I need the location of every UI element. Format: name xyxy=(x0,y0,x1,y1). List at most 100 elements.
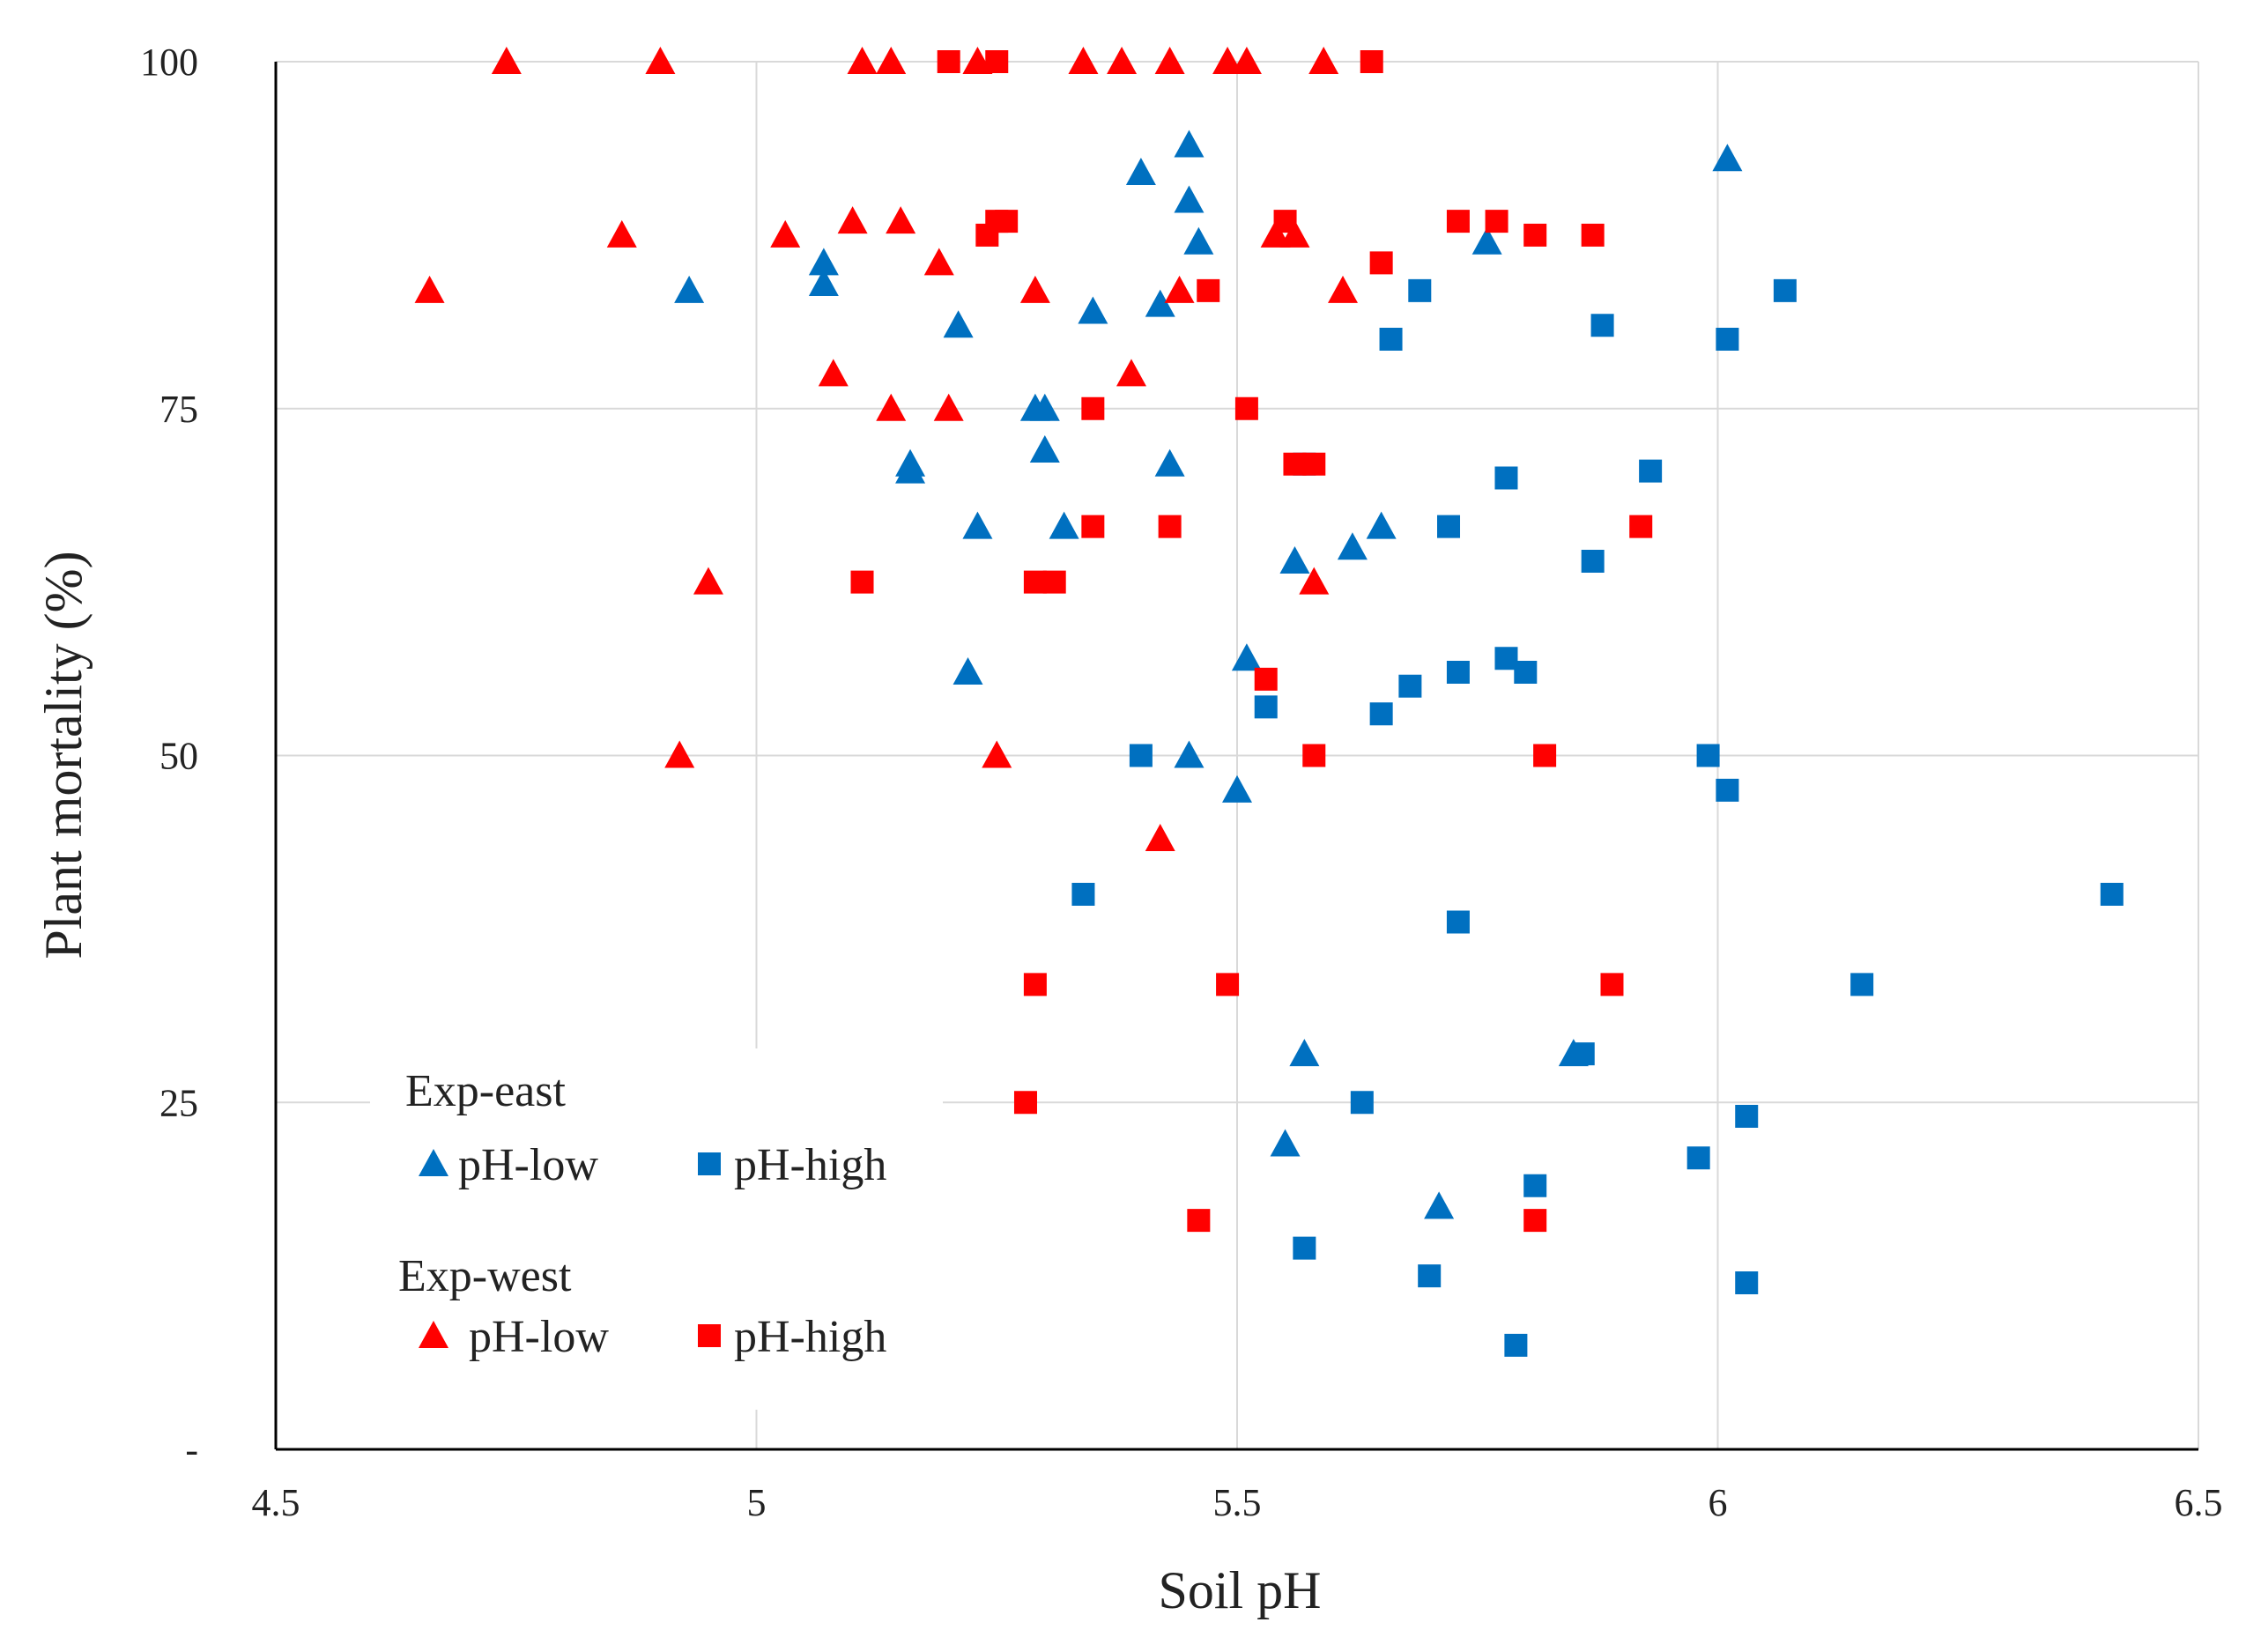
data-point xyxy=(1471,226,1502,255)
data-point xyxy=(1735,1105,1759,1128)
data-point xyxy=(985,50,1009,73)
legend-group-exp-west: Exp-west pH-low pH-high xyxy=(398,1251,886,1362)
data-point xyxy=(1379,328,1403,351)
x-tick-label: 5.5 xyxy=(1213,1481,1262,1524)
data-point xyxy=(1424,1191,1455,1219)
data-point xyxy=(1081,396,1105,420)
data-point xyxy=(995,210,1019,233)
data-point xyxy=(1125,158,1156,185)
data-point xyxy=(962,47,993,74)
legend-background xyxy=(370,1048,943,1410)
data-point xyxy=(1116,359,1146,387)
data-point xyxy=(1164,275,1195,303)
data-point xyxy=(1696,744,1720,767)
legend-entry-label: pH-high xyxy=(734,1312,886,1362)
data-point xyxy=(1273,210,1297,233)
data-point xyxy=(491,47,522,74)
data-point xyxy=(876,47,907,74)
series-exp-east-ph-high xyxy=(1071,278,2124,1357)
data-point xyxy=(850,570,874,594)
data-point xyxy=(1254,695,1278,719)
data-point xyxy=(1350,1091,1374,1115)
data-point xyxy=(1071,883,1095,906)
data-point xyxy=(895,456,926,484)
data-point xyxy=(1360,50,1383,73)
data-point xyxy=(1183,226,1214,255)
data-point xyxy=(818,359,849,387)
data-point xyxy=(1107,47,1138,74)
legend-marker xyxy=(419,1149,448,1176)
data-point xyxy=(1174,740,1205,768)
data-point xyxy=(1129,744,1153,767)
data-point xyxy=(1735,1271,1759,1294)
data-point xyxy=(1523,1209,1547,1233)
legend-group-exp-east: Exp-east pH-low pH-high xyxy=(405,1066,886,1190)
data-point xyxy=(664,740,695,768)
x-tick-label: 4.5 xyxy=(252,1481,300,1524)
data-point xyxy=(1629,515,1653,538)
data-point xyxy=(1023,570,1047,594)
data-point xyxy=(1174,130,1205,158)
data-point xyxy=(1270,1129,1301,1157)
data-point xyxy=(1716,778,1739,802)
data-point xyxy=(1254,667,1278,691)
data-point xyxy=(693,567,723,595)
data-point xyxy=(837,206,868,234)
data-point xyxy=(414,275,445,303)
data-point xyxy=(1302,744,1326,767)
data-point xyxy=(1514,661,1538,684)
data-point xyxy=(1078,296,1108,324)
data-point xyxy=(770,219,801,248)
data-point xyxy=(1523,1174,1547,1197)
y-tick-label: 75 xyxy=(159,388,198,431)
data-point xyxy=(1212,47,1243,74)
data-point xyxy=(1231,47,1262,74)
data-point xyxy=(606,219,637,248)
legend-entry-label: pH-high xyxy=(734,1140,886,1190)
data-point xyxy=(923,248,954,276)
data-point xyxy=(1716,328,1739,351)
data-point xyxy=(645,47,676,74)
data-point xyxy=(808,269,839,296)
data-point xyxy=(1049,511,1079,539)
data-point xyxy=(1446,661,1470,684)
data-point xyxy=(1302,452,1326,476)
data-point xyxy=(1023,973,1047,996)
data-point xyxy=(1029,393,1060,421)
data-points xyxy=(414,47,2124,1357)
data-point xyxy=(847,47,878,74)
data-point xyxy=(1145,824,1175,851)
data-point xyxy=(1446,910,1470,934)
data-point xyxy=(937,50,960,73)
data-point xyxy=(1029,435,1060,463)
data-point xyxy=(1639,459,1663,483)
data-point xyxy=(982,740,1012,768)
data-point xyxy=(1081,515,1105,538)
data-point xyxy=(1328,275,1359,303)
data-point xyxy=(1366,511,1397,539)
data-point xyxy=(1600,973,1624,996)
data-point xyxy=(1289,1039,1320,1067)
x-tick-label: 6.5 xyxy=(2175,1481,2223,1524)
legend: Exp-east pH-low pH-high Exp-west pH-low pH-hi… xyxy=(398,1066,886,1362)
y-tick-label: - xyxy=(185,1428,198,1471)
data-point xyxy=(943,310,974,338)
data-point xyxy=(1398,674,1422,698)
data-point xyxy=(1418,1264,1442,1288)
data-point xyxy=(1494,647,1518,670)
series-exp-west-ph-high xyxy=(850,50,1653,1233)
legend-group-title: Exp-west xyxy=(398,1251,572,1301)
data-point xyxy=(1369,702,1393,726)
data-point xyxy=(1485,210,1508,233)
data-point xyxy=(1494,466,1518,490)
data-point xyxy=(1581,550,1605,573)
data-point xyxy=(1187,1209,1211,1233)
data-point xyxy=(1773,278,1797,302)
data-point xyxy=(1369,251,1393,275)
data-point xyxy=(808,248,839,276)
data-point xyxy=(1279,546,1310,574)
data-point xyxy=(1260,219,1291,248)
y-tick-label: 25 xyxy=(159,1081,198,1124)
data-point xyxy=(1408,278,1432,302)
